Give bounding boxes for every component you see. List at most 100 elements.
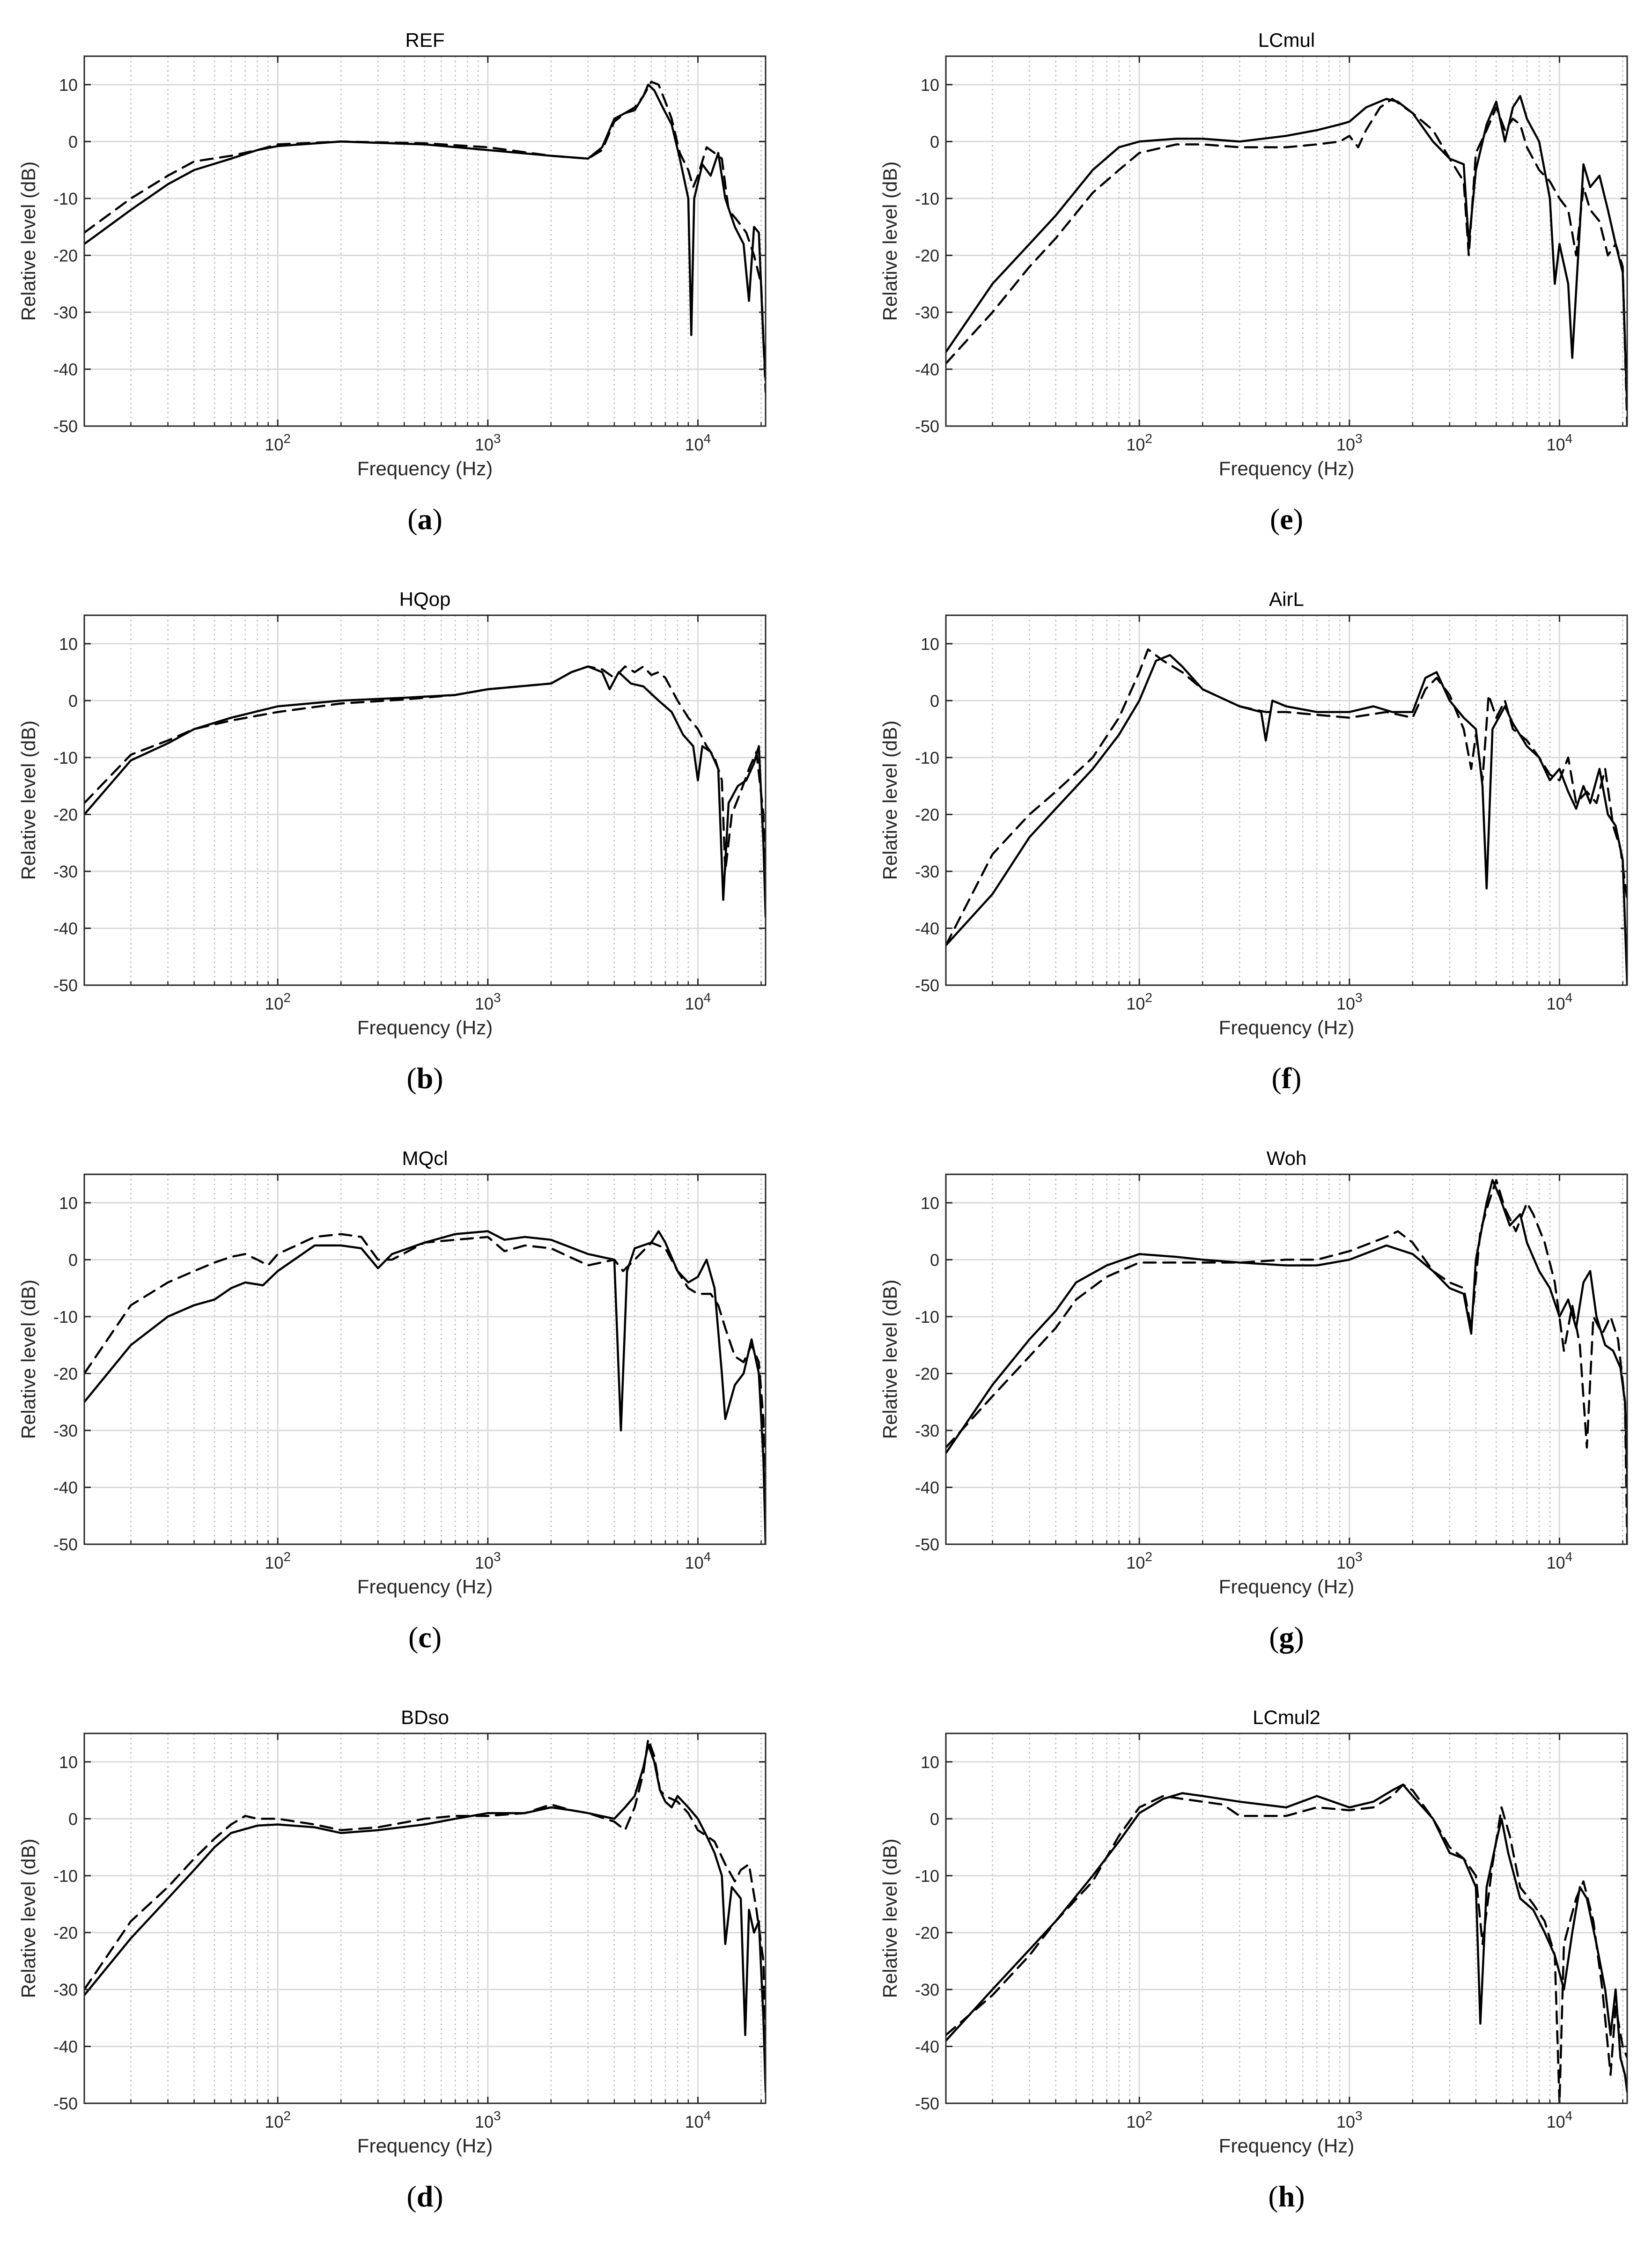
x-tick-label: 104 [1547,431,1573,454]
y-tick-label: -40 [53,2037,78,2056]
panel-caption: (h) [1268,2180,1305,2213]
y-tick-label: -30 [915,1421,939,1440]
y-tick-label: -30 [915,303,939,322]
series-line-solid [946,95,1627,410]
panel-caption-letter: c [418,1621,431,1654]
x-tick-label: 102 [265,431,291,454]
x-tick-label: 103 [475,431,501,454]
series-layer [84,1230,766,1544]
y-tick-label: 10 [59,1194,78,1213]
panel-title: MQcl [402,1147,448,1169]
y-tick-label: -10 [915,189,939,208]
grid [946,1733,1627,2104]
x-tick-label: 103 [475,990,501,1013]
panel-a: REF 10 0 -10 -20 -30 -40 -50 102 103 104 Frequenc… [17,29,767,536]
panel-caption: (b) [406,1061,443,1095]
panel-h: LCmul2 10 0 -10 -20 -30 -40 -50 102 103 104 Frequ… [879,1706,1628,2213]
x-tick-label: 102 [1126,2108,1152,2131]
panel-g: Woh 10 0 -10 -20 -30 -40 -50 102 103 104 Frequenc… [879,1147,1628,1654]
panel-f: AirL 10 0 -10 -20 -30 -40 -50 102 103 104 Frequen… [879,588,1628,1095]
y-axis-label: Relative level (dB) [17,1280,39,1439]
y-tick-label: -30 [53,1421,78,1440]
y-tick-label: -40 [915,2037,939,2056]
grid [84,1733,766,2104]
y-tick-label: -30 [915,1980,939,1999]
y-axis-label: Relative level (dB) [879,1839,901,1998]
panel-caption-letter: h [1278,2180,1295,2213]
x-tick-label: 104 [685,431,711,454]
series-layer [946,1784,1627,2103]
y-tick-label: -30 [53,1980,78,1999]
y-tick-label: 10 [59,75,78,95]
y-tick-label: -10 [53,748,78,767]
series-line-solid [84,1744,766,2093]
axes: 10 0 -10 -20 -30 -40 -50 102 103 104 [915,55,1628,454]
panel-c: MQcl 10 0 -10 -20 -30 -40 -50 102 103 104 Frequen… [17,1147,767,1654]
axes: 10 0 -10 -20 -30 -40 -50 102 103 104 [53,1732,767,2131]
y-tick-label: 0 [930,132,939,151]
series-line-dashed [84,1738,766,2059]
x-tick-label: 103 [1336,990,1363,1013]
x-tick-label: 103 [1336,2108,1363,2131]
series-layer [84,665,766,918]
axes: 10 0 -10 -20 -30 -40 -50 102 103 104 [53,614,767,1013]
series-line-dashed [84,1233,766,1534]
axes: 10 0 -10 -20 -30 -40 -50 102 103 104 [53,1173,767,1572]
y-tick-label: 0 [930,1809,939,1828]
panel-caption-letter: e [1280,502,1293,536]
y-tick-label: 0 [930,691,939,710]
x-tick-label: 103 [475,2108,501,2131]
y-tick-label: 0 [930,1250,939,1269]
y-axis-label: Relative level (dB) [17,162,39,321]
y-tick-label: -20 [53,1923,78,1942]
y-tick-label: 10 [59,634,78,654]
y-tick-label: 10 [921,634,939,654]
y-tick-label: -20 [53,805,78,824]
axes: 10 0 -10 -20 -30 -40 -50 102 103 104 [915,1732,1628,2131]
x-axis-label: Frequency (Hz) [1219,2135,1354,2157]
x-tick-label: 104 [1547,990,1573,1013]
y-tick-label: 10 [59,1753,78,1772]
panel-caption-letter: g [1279,1621,1294,1654]
grid [946,1174,1627,1545]
panel-caption-letter: f [1282,1061,1292,1095]
x-axis-label: Frequency (Hz) [357,1017,493,1039]
y-axis-label: Relative level (dB) [879,721,901,880]
panel-caption: (a) [407,502,442,536]
x-tick-label: 102 [1126,990,1152,1013]
series-line-dashed [946,1179,1627,1544]
y-tick-label: -40 [53,360,78,379]
panel-caption: (g) [1269,1621,1304,1654]
series-layer [946,95,1627,426]
series-line-dashed [84,665,766,901]
series-layer [84,81,766,393]
x-tick-label: 103 [1336,1549,1363,1572]
grid [84,56,766,427]
y-tick-label: -50 [915,2094,939,2113]
panel-caption-letter: d [417,2180,434,2213]
x-tick-label: 102 [265,990,291,1013]
panel-title: LCmul [1258,29,1315,51]
x-tick-label: 104 [1547,1549,1573,1572]
y-tick-label: -20 [915,1364,939,1383]
series-line-dashed [946,648,1627,947]
panel-d: BDso 10 0 -10 -20 -30 -40 -50 102 103 104 Frequen… [17,1706,767,2213]
panel-title: AirL [1269,588,1304,610]
panel-title: REF [406,29,445,51]
series-line-solid [84,1230,766,1544]
y-tick-label: 0 [68,1809,78,1828]
grid [84,615,766,986]
y-axis-label: Relative level (dB) [17,1839,39,1998]
y-tick-label: 0 [68,132,78,151]
x-axis-label: Frequency (Hz) [1219,1017,1354,1039]
y-tick-label: -10 [915,1307,939,1327]
y-tick-label: -50 [53,1535,78,1554]
series-layer [84,1738,766,2093]
panel-caption: (f) [1272,1061,1302,1095]
x-tick-label: 104 [685,2108,711,2131]
panel-e: LCmul 10 0 -10 -20 -30 -40 -50 102 103 104 Freque… [879,29,1628,536]
y-tick-label: -40 [915,1478,939,1497]
panel-caption: (e) [1270,502,1303,536]
panel-title: BDso [401,1706,449,1728]
